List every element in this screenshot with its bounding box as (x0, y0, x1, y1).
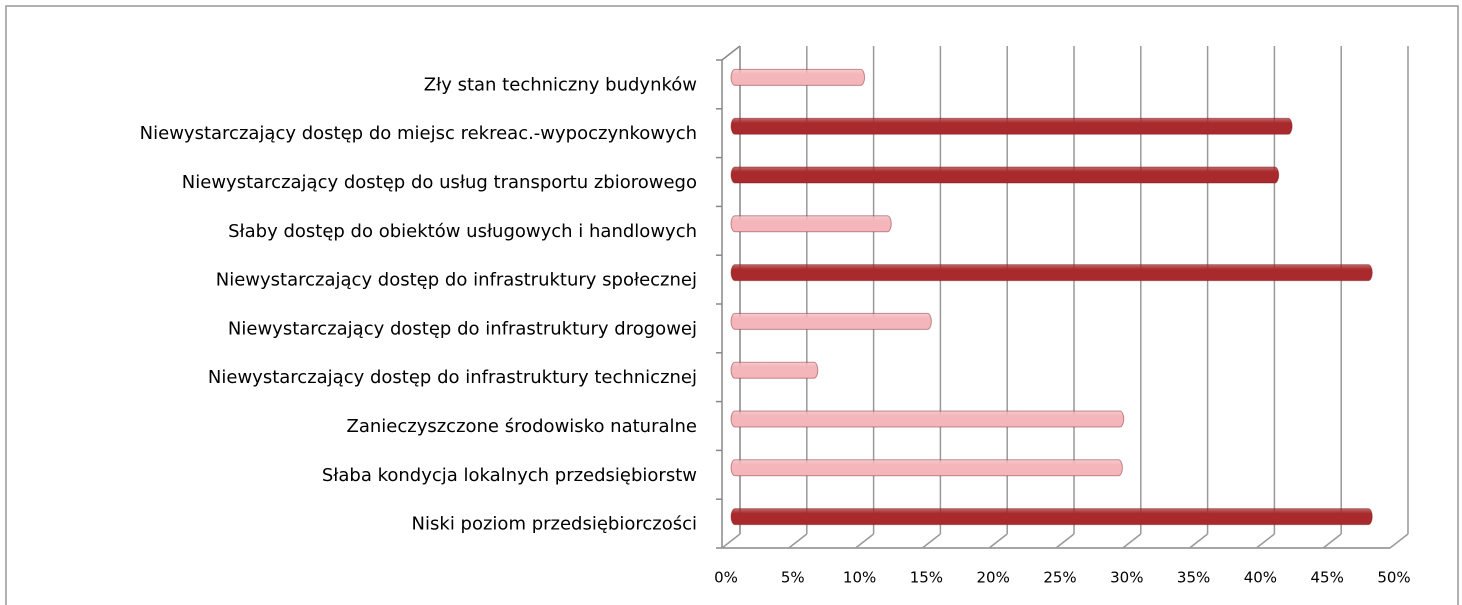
x-tick-label: 45% (1311, 569, 1344, 587)
chart-border (5, 5, 1459, 605)
floor-grid-line (788, 533, 808, 549)
y-tick-label: Niski poziom przedsiębiorczości (412, 514, 697, 535)
floor-grid-line (1189, 533, 1209, 549)
x-tick-label: 20% (977, 569, 1010, 587)
bar (730, 215, 892, 233)
x-tick-label: 25% (1043, 569, 1076, 587)
x-tick-label: 30% (1110, 569, 1143, 587)
y-tick-label: Słaba kondycja lokalnych przedsiębiorstw (322, 465, 697, 486)
bar (730, 410, 1125, 428)
y-tick-label: Słaby dostęp do obiektów usługowych i ha… (228, 221, 697, 242)
x-tick-label: 0% (714, 569, 738, 587)
bar (730, 459, 1123, 477)
floor-grid-line (1122, 533, 1142, 549)
bar (730, 166, 1280, 184)
y-tick-label: Niewystarczający dostęp do infrastruktur… (208, 367, 697, 388)
bar (730, 264, 1373, 282)
x-tick-label: 5% (781, 569, 805, 587)
floor-grid-line (1322, 533, 1342, 549)
left-wall-top (721, 45, 741, 61)
bar (730, 312, 932, 330)
y-tick-label: Zanieczyszczone środowisko naturalne (347, 416, 698, 437)
floor-grid-line (855, 533, 875, 549)
y-tick-label: Niewystarczający dostęp do miejsc rekrea… (140, 123, 697, 144)
y-tick-label: Niewystarczający dostęp do infrastruktur… (228, 318, 697, 339)
floor-grid-line (1389, 533, 1409, 549)
y-tick-label: Zły stan techniczny budynków (424, 74, 697, 95)
y-tick-label: Niewystarczający dostęp do usług transpo… (182, 172, 697, 193)
y-tick-label: Niewystarczający dostęp do infrastruktur… (216, 270, 697, 291)
x-tick-label: 50% (1377, 569, 1410, 587)
x-tick-label: 35% (1177, 569, 1210, 587)
floor-grid-line (988, 533, 1008, 549)
floor-grid-line (1055, 533, 1075, 549)
bar (730, 68, 866, 86)
x-tick-label: 40% (1244, 569, 1277, 587)
floor-grid-line (1255, 533, 1275, 549)
floor-grid-line (921, 533, 941, 549)
bar (730, 508, 1373, 526)
bar (730, 361, 819, 379)
floor-grid-line (721, 533, 741, 549)
x-tick-label: 15% (910, 569, 943, 587)
x-tick-label: 10% (843, 569, 876, 587)
bar (730, 117, 1293, 135)
